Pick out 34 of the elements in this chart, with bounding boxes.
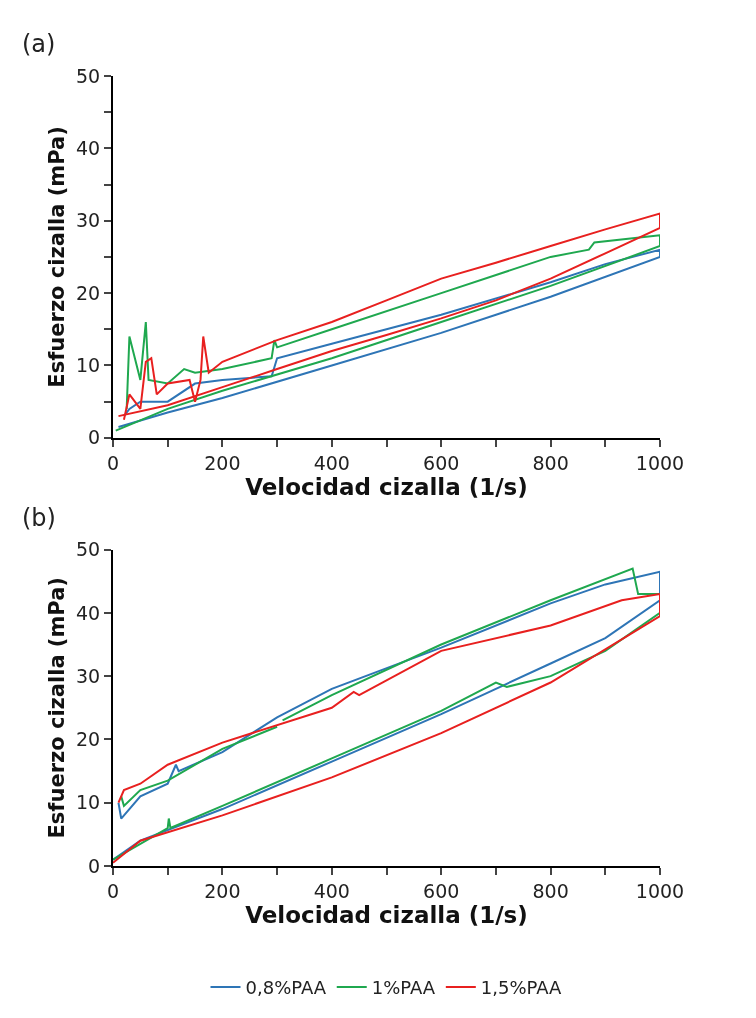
x-tick-label: 200: [204, 451, 241, 474]
x-tick-label: 600: [423, 451, 460, 474]
x-tick-label: 0: [106, 451, 120, 474]
legend-label: 1%PAA: [371, 976, 436, 998]
y-tick-label: 40: [76, 137, 101, 160]
x-tick-label: 1000: [635, 879, 685, 902]
x-tick-label: 400: [313, 879, 350, 902]
chart-title: (b): [22, 504, 56, 532]
y-tick-label: 20: [76, 728, 101, 751]
y-tick-label: 10: [76, 354, 101, 377]
x-tick-label: 800: [532, 451, 569, 474]
legend-label: 0,8%PAA: [245, 976, 327, 998]
legend-label: 1,5%PAA: [480, 976, 563, 998]
y-tick-label: 50: [76, 64, 101, 87]
y-tick-label: 0: [88, 854, 101, 877]
line-series: [117, 212, 660, 421]
x-tick-label: 800: [532, 879, 569, 902]
y-tick-label: 10: [76, 791, 101, 814]
chart-title: (a): [22, 30, 56, 58]
x-axis-title: Velocidad cizalla (1/s): [245, 901, 528, 928]
y-tick-label: 30: [76, 664, 101, 687]
y-tick-label: 50: [76, 538, 101, 561]
y-tick-label: 20: [76, 281, 101, 304]
y-tick-label: 30: [76, 209, 101, 232]
x-axis-title: Velocidad cizalla (1/s): [245, 473, 528, 500]
y-axis-title: Esfuerzo cizalla (mPa): [44, 577, 69, 839]
x-tick-label: 1000: [635, 451, 685, 474]
y-axis-title: Esfuerzo cizalla (mPa): [44, 126, 69, 388]
x-tick-label: 0: [106, 879, 120, 902]
x-tick-label: 600: [423, 879, 460, 902]
y-tick-label: 0: [88, 426, 101, 449]
x-tick-label: 200: [204, 879, 241, 902]
y-tick-label: 40: [76, 601, 101, 624]
x-tick-label: 400: [313, 451, 350, 474]
